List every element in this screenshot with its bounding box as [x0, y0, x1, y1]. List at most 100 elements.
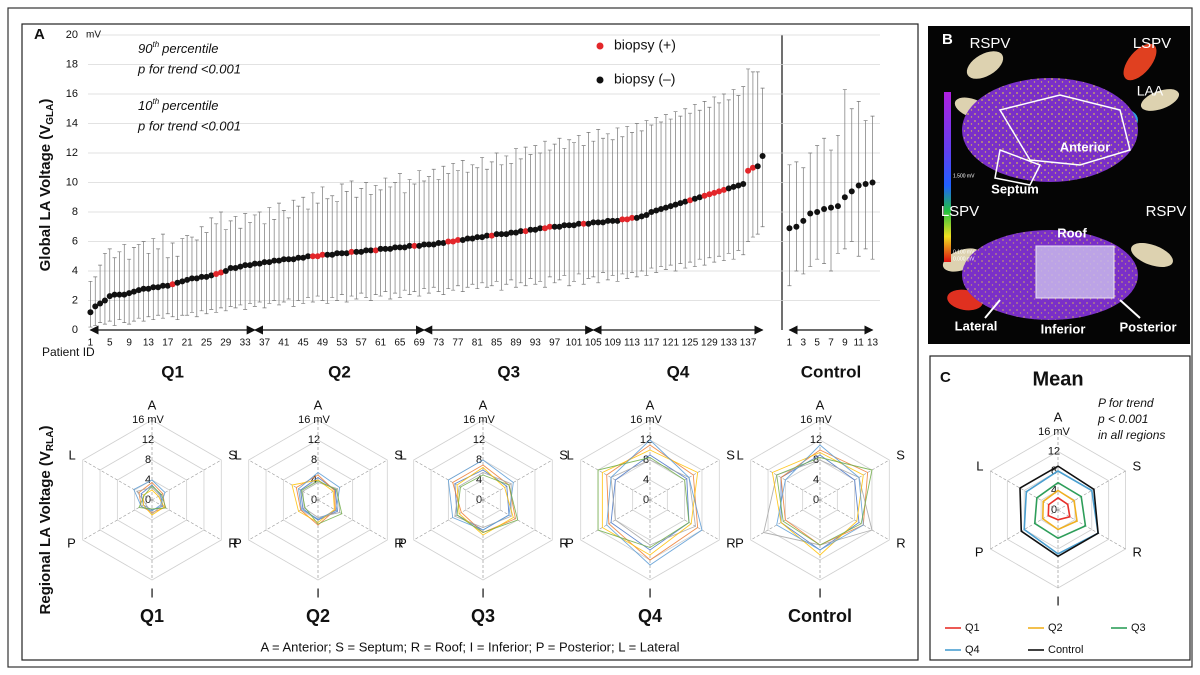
data-point	[498, 231, 505, 238]
radar-spoke	[151, 499, 222, 541]
error-bar	[426, 176, 431, 294]
data-point	[633, 214, 640, 221]
radar-spoke	[82, 499, 153, 541]
data-point	[261, 259, 268, 266]
data-point	[556, 223, 563, 230]
legend-label: biopsy (–)	[614, 71, 675, 87]
error-bar	[204, 232, 209, 315]
error-bar	[794, 161, 799, 272]
vein	[1140, 89, 1180, 111]
annotation: 10th percentile	[138, 97, 219, 113]
x-tick-label: 33	[240, 338, 252, 349]
radar-axis-label: S	[559, 447, 568, 462]
data-point	[648, 209, 655, 215]
data-point	[116, 291, 123, 298]
error-bar	[562, 148, 567, 276]
radar-series	[1023, 470, 1099, 555]
error-bar	[383, 177, 388, 292]
radar-tick-label: 0	[145, 494, 151, 506]
x-tick-label: 85	[491, 338, 503, 349]
error-bar	[93, 276, 98, 326]
data-point	[387, 245, 394, 252]
radar-tick-label: 12	[810, 434, 822, 446]
y-tick-label: 2	[72, 294, 78, 306]
error-bar	[301, 196, 306, 304]
data-point	[435, 239, 442, 246]
x-tick-label: 121	[662, 338, 679, 349]
x-tick-label: 73	[433, 338, 445, 349]
data-point	[834, 203, 841, 210]
data-point	[677, 200, 684, 207]
panel-a-border	[21, 23, 919, 661]
data-point	[541, 225, 548, 232]
note: p < 0.001	[1097, 412, 1148, 426]
error-bar	[557, 137, 562, 281]
x-tick-label: 53	[336, 338, 348, 349]
error-bar	[707, 106, 712, 259]
data-point	[720, 186, 727, 193]
radar-series	[447, 459, 514, 531]
radar-spoke	[151, 459, 222, 501]
radar-tick-label: 4	[145, 474, 151, 486]
radar-series	[456, 474, 519, 534]
error-bar	[359, 188, 364, 294]
data-point	[145, 285, 152, 292]
data-point	[590, 219, 597, 226]
radar-spoke	[1057, 470, 1126, 511]
y-tick-label: 20	[66, 29, 78, 41]
radar-axis-label: P	[975, 544, 984, 559]
x-tick-label: 129	[701, 338, 718, 349]
figure-border	[7, 7, 1193, 668]
data-point	[503, 231, 510, 238]
colorbar-label: 0.000 mV	[953, 256, 975, 262]
data-point	[266, 259, 273, 266]
data-point	[92, 303, 99, 310]
group-label: Q3	[497, 362, 520, 381]
radar-axis-label: A	[1054, 409, 1063, 424]
radar-tick-label: 12	[308, 434, 320, 446]
error-bar	[160, 233, 165, 319]
radar-grid	[248, 419, 388, 581]
radar-tick-label: 12	[473, 434, 485, 446]
data-point	[203, 273, 210, 280]
error-bar	[364, 182, 369, 298]
error-bar	[218, 211, 223, 309]
data-point	[512, 229, 519, 236]
data-point	[701, 192, 708, 199]
radar-axis-label: P	[735, 535, 744, 550]
data-point	[517, 228, 524, 235]
data-point	[740, 180, 747, 187]
data-point	[232, 265, 239, 272]
error-bar	[199, 226, 204, 312]
data-point	[609, 217, 616, 224]
radar-axis-label: I	[316, 585, 320, 600]
data-point	[164, 282, 171, 289]
data-point	[575, 220, 582, 227]
data-point	[561, 222, 568, 229]
error-bar	[214, 223, 219, 313]
data-point	[862, 180, 869, 187]
legend-label: Q1	[965, 622, 980, 634]
radar-axis-label: R	[726, 535, 735, 550]
radar-series	[456, 466, 514, 536]
data-point	[140, 285, 147, 292]
radar-tick-label: 0	[813, 494, 819, 506]
data-point	[638, 213, 645, 220]
note: P for trend	[1098, 396, 1154, 410]
data-point	[464, 235, 471, 242]
error-bar	[315, 202, 320, 297]
data-point	[111, 291, 118, 298]
atrium-points	[962, 78, 1138, 182]
error-bar	[446, 173, 451, 290]
x-tick-label: 77	[452, 338, 464, 349]
data-point	[421, 241, 428, 248]
data-point	[358, 248, 365, 255]
radar-tick-label: 12	[1048, 445, 1060, 457]
data-point	[155, 284, 162, 291]
data-point	[300, 254, 307, 261]
data-point	[285, 256, 292, 263]
error-bar	[576, 134, 581, 275]
radar-series	[133, 479, 166, 512]
data-point	[493, 231, 500, 238]
data-point	[396, 244, 403, 251]
